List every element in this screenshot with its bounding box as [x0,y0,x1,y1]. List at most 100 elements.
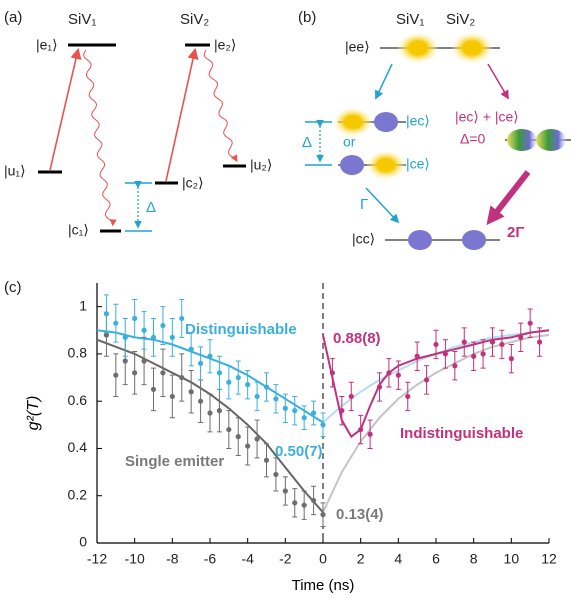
data-point [197,398,204,404]
state-label: |cc⟩ [352,231,375,247]
data-point [160,370,166,376]
panel-b: (b) SiV₁ SiV₂ |ee⟩ |ec⟩ or |ce⟩ Δ |ec⟩ +… [298,9,571,250]
data-point [122,358,128,364]
annotation: Indistinguishable [400,425,523,442]
data-point [282,488,288,494]
data-point [282,405,288,411]
data-point [395,372,401,378]
data-point [216,408,223,414]
data-point [310,410,317,416]
data-point [263,384,270,390]
y-tick-label: 1 [79,297,87,313]
data-point [113,372,119,378]
data-point [292,408,298,414]
x-tick-label: 0 [319,551,327,567]
data-point [216,370,223,376]
data-point [103,332,110,338]
data-point [376,384,383,390]
x-tick-label: 8 [470,551,478,567]
panel-c: (c) Time (ns) g²(T) -12 -10 -8 -6 -4 -2 0 2 4 6 8 1… [4,279,557,594]
data-point [254,436,260,442]
data-point [207,353,213,359]
x-axis-label: Time (ns) [292,577,355,594]
gamma-label: Γ [360,196,368,213]
annotation: Single emitter [125,453,224,470]
fit-curve [322,334,550,513]
x-tick-label: 2 [357,551,365,567]
data-point [235,374,241,381]
y-axis-label: g²(T) [25,396,42,431]
siv-label: SiV₁ [68,11,96,28]
level-label: |c₂⟩ [182,175,204,191]
data-point [150,334,157,340]
data-point [329,370,336,376]
data-point [292,500,298,506]
data-point [169,334,175,340]
y-tick-label: 0.8 [68,345,88,361]
decay-arrow [487,63,509,100]
data-point [245,443,251,449]
x-tick-label: 4 [394,551,402,567]
emitter-excited [334,108,372,136]
level-label: |e₂⟩ [214,37,236,53]
data-point [132,315,138,322]
data-point [348,393,354,400]
emitter-superposed [507,129,537,151]
data-point [207,410,213,416]
emission-wavy [83,49,117,227]
data-point [320,512,326,518]
data-point [245,382,251,388]
decay-arrow [374,63,393,100]
data-point [235,434,241,440]
data-point [508,356,514,362]
data-point [518,334,524,340]
emitter-superposed [536,129,566,151]
or-label: or [343,134,356,150]
delta-label: Δ [302,134,312,151]
data-point [320,422,326,428]
x-tick-label: 6 [432,551,440,567]
data-point [527,320,533,326]
x-tick-label: -2 [279,551,292,567]
x-tick-label: -10 [125,551,145,567]
y-tick-label: 0 [79,534,87,550]
emitter-ground [374,112,398,132]
delta-label: Δ [146,199,156,216]
emitter-excited [367,151,405,179]
data-point [141,327,147,333]
data-point [179,374,185,381]
data-point [339,408,345,414]
data-point [103,311,110,317]
data-point [310,497,317,504]
state-label: |ec⟩ [406,113,430,129]
data-point [169,393,175,400]
panel-a: (a) SiV₁ SiV₂ |e₁⟩ |u₁⟩ |c₁⟩ |e₂⟩ |c₂⟩ |… [4,9,272,238]
panel-label: (c) [4,279,22,296]
data-point [122,334,128,340]
emitter-ground [340,155,364,175]
decay-arrow [486,170,531,226]
data-point [452,363,458,369]
data-point [489,339,496,345]
annotation: Distinguishable [185,321,297,338]
data-point [423,377,430,383]
data-point [301,502,307,508]
annotation: 0.88(8) [333,330,381,347]
level-label: |c₁⟩ [68,222,89,238]
data-point [442,351,449,357]
state-label: |ee⟩ [345,39,370,55]
data-point [188,389,194,395]
data-point [113,320,119,326]
data-point [273,471,279,478]
emission-wavy [203,49,238,163]
excitation-arrow [49,47,82,171]
data-point [188,346,194,352]
data-point [461,339,467,345]
level-label: |u₂⟩ [250,157,272,173]
data-point [141,358,147,364]
data-point [273,396,279,402]
x-tick-label: -4 [241,551,254,567]
emitter-excited [452,33,492,63]
x-tick-label: -6 [204,551,217,567]
data-point [226,426,232,433]
